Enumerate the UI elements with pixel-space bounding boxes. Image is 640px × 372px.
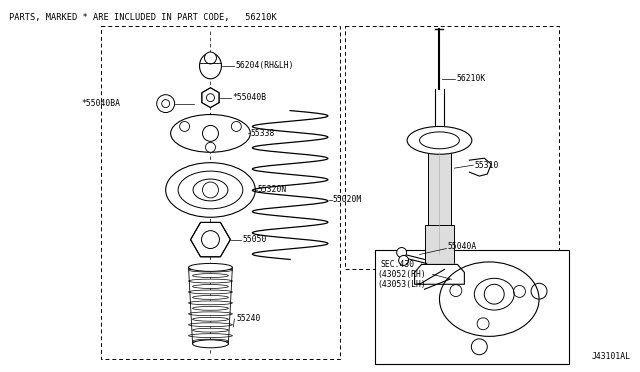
Ellipse shape <box>200 53 221 79</box>
Bar <box>428 152 451 254</box>
Ellipse shape <box>193 339 228 343</box>
Ellipse shape <box>420 132 460 149</box>
Bar <box>101 26 340 359</box>
Text: 56204(RH&LH): 56204(RH&LH) <box>236 61 294 70</box>
Text: 55338: 55338 <box>250 129 275 138</box>
Circle shape <box>232 122 241 131</box>
Ellipse shape <box>193 328 228 332</box>
Text: (43053(LH): (43053(LH) <box>378 280 426 289</box>
Ellipse shape <box>189 268 232 272</box>
Bar <box>375 250 569 364</box>
Ellipse shape <box>178 171 243 209</box>
Text: PARTS, MARKED * ARE INCLUDED IN PART CODE,   56210K: PARTS, MARKED * ARE INCLUDED IN PART COD… <box>10 13 277 22</box>
Text: 55310: 55310 <box>474 161 499 170</box>
Circle shape <box>180 122 189 131</box>
Circle shape <box>205 142 216 152</box>
Ellipse shape <box>407 126 472 154</box>
Text: SEC.430: SEC.430 <box>381 260 415 269</box>
Text: J43101AL: J43101AL <box>591 352 630 361</box>
Text: *55040B: *55040B <box>232 93 266 102</box>
Ellipse shape <box>193 340 228 348</box>
Circle shape <box>202 231 220 248</box>
Bar <box>424 225 454 269</box>
Ellipse shape <box>189 312 232 316</box>
Text: 56210K: 56210K <box>456 74 486 83</box>
Ellipse shape <box>166 163 255 217</box>
Polygon shape <box>191 222 230 257</box>
Text: 55320N: 55320N <box>257 186 287 195</box>
Circle shape <box>202 182 218 198</box>
Ellipse shape <box>189 323 232 327</box>
Circle shape <box>207 94 214 102</box>
Circle shape <box>205 52 216 64</box>
Ellipse shape <box>193 274 228 278</box>
Ellipse shape <box>189 301 232 305</box>
Polygon shape <box>202 88 219 108</box>
Circle shape <box>399 256 408 265</box>
Ellipse shape <box>189 263 232 271</box>
Ellipse shape <box>171 115 250 152</box>
Polygon shape <box>469 158 492 176</box>
Ellipse shape <box>193 307 228 310</box>
Ellipse shape <box>189 290 232 294</box>
Circle shape <box>202 125 218 141</box>
Ellipse shape <box>193 285 228 288</box>
Circle shape <box>397 247 406 257</box>
Text: 55240: 55240 <box>236 314 260 324</box>
Ellipse shape <box>189 279 232 283</box>
Text: 55040A: 55040A <box>447 242 477 251</box>
Text: (43052(RH): (43052(RH) <box>378 270 426 279</box>
Text: *55040BA: *55040BA <box>81 99 120 108</box>
Polygon shape <box>415 264 465 284</box>
Text: 55050: 55050 <box>243 235 267 244</box>
Ellipse shape <box>193 317 228 321</box>
Ellipse shape <box>189 334 232 337</box>
Circle shape <box>157 95 175 113</box>
Ellipse shape <box>193 179 228 201</box>
Ellipse shape <box>193 295 228 299</box>
Bar <box>345 26 559 269</box>
Circle shape <box>162 100 170 108</box>
Text: 55020M: 55020M <box>333 195 362 204</box>
